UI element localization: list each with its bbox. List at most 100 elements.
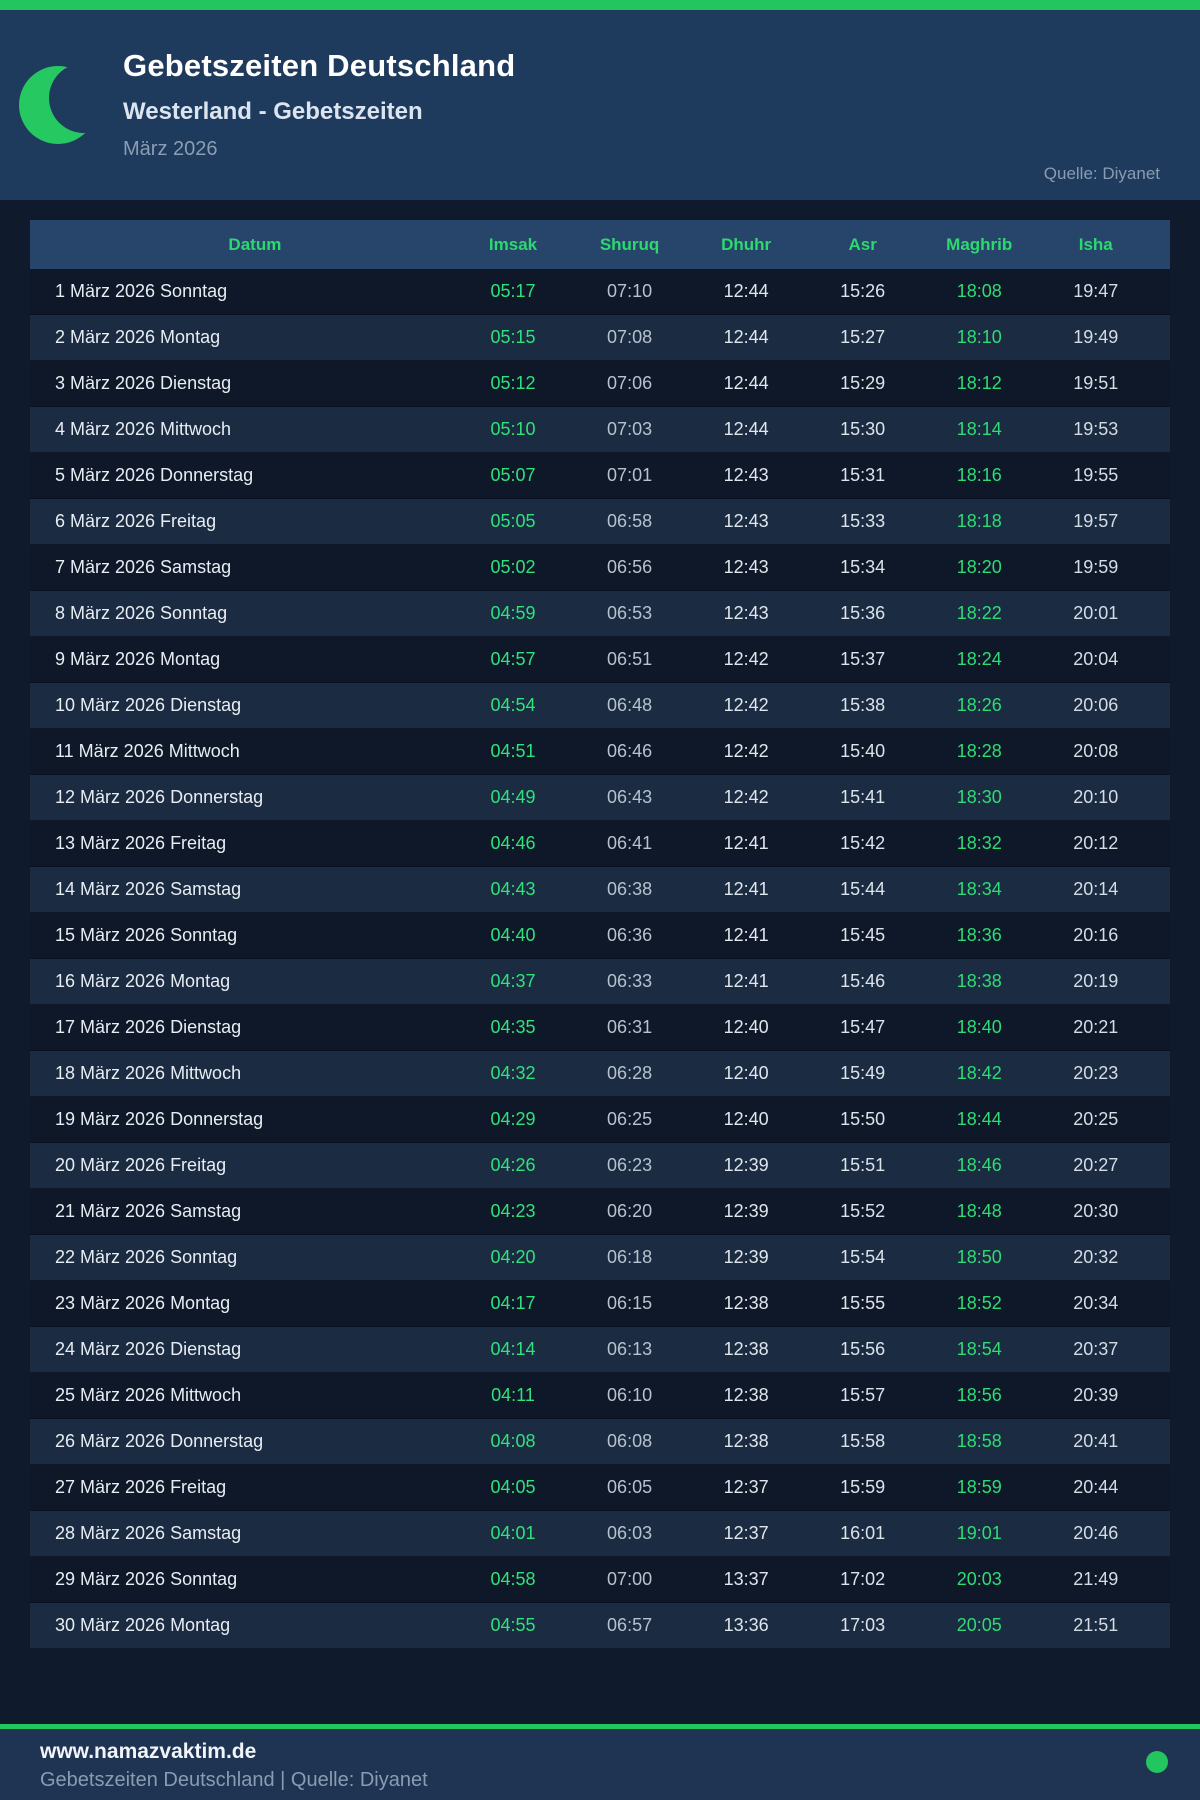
time-cell: 06:43: [607, 787, 653, 807]
time-cell: 18:08: [956, 281, 1002, 301]
time-cell: 15:59: [840, 1477, 886, 1497]
time-cell: 12:40: [723, 1063, 769, 1083]
time-cell: 15:27: [840, 327, 886, 347]
time-cell: 15:26: [840, 281, 886, 301]
time-cell: 06:57: [607, 1615, 653, 1635]
date-cell: 19 März 2026 Donnerstag: [55, 1109, 264, 1129]
website-link[interactable]: www.namazvaktim.de: [40, 1740, 257, 1763]
date-cell: 9 März 2026 Montag: [55, 649, 221, 669]
time-cell: 20:32: [1073, 1247, 1119, 1267]
time-cell: 15:46: [840, 971, 886, 991]
time-cell: 20:39: [1073, 1385, 1119, 1405]
date-cell: 11 März 2026 Mittwoch: [55, 741, 240, 761]
time-cell: 18:42: [956, 1063, 1002, 1083]
date-cell: 6 März 2026 Freitag: [55, 511, 217, 531]
time-cell: 15:57: [840, 1385, 886, 1405]
time-cell: 15:37: [840, 649, 886, 669]
time-cell: 04:20: [490, 1247, 536, 1267]
time-cell: 05:12: [490, 373, 536, 393]
column-header-datum: Datum: [228, 234, 282, 254]
table-row: 28 März 2026 Samstag 04:01 06:03 12:37 16:01…: [30, 1511, 1170, 1557]
time-cell: 06:18: [607, 1247, 653, 1267]
table-row: 3 März 2026 Dienstag 05:12 07:06 12:44 15:29…: [30, 361, 1170, 407]
time-cell: 18:36: [956, 925, 1002, 945]
date-cell: 16 März 2026 Montag: [55, 971, 231, 991]
time-cell: 12:38: [723, 1385, 769, 1405]
time-cell: 04:46: [490, 833, 536, 853]
time-cell: 06:15: [607, 1293, 653, 1313]
column-header-imsak: Imsak: [488, 234, 538, 254]
time-cell: 18:52: [956, 1293, 1002, 1313]
time-cell: 06:03: [607, 1523, 653, 1543]
time-cell: 18:40: [956, 1017, 1002, 1037]
green-dot-icon: [1146, 1751, 1168, 1773]
time-cell: 20:03: [956, 1569, 1002, 1589]
time-cell: 04:59: [490, 603, 536, 623]
table-row: 6 März 2026 Freitag 05:05 06:58 12:43 15:33 1…: [30, 499, 1170, 545]
time-cell: 12:39: [723, 1155, 769, 1175]
time-cell: 04:01: [490, 1523, 536, 1543]
time-cell: 15:33: [840, 511, 886, 531]
time-cell: 19:47: [1073, 281, 1119, 301]
time-cell: 04:40: [490, 925, 536, 945]
page-subtitle: Westerland - Gebetszeiten: [123, 98, 423, 125]
time-cell: 20:25: [1073, 1109, 1119, 1129]
time-cell: 04:57: [490, 649, 536, 669]
time-cell: 15:55: [840, 1293, 886, 1313]
date-cell: 21 März 2026 Samstag: [55, 1201, 242, 1221]
time-cell: 15:56: [840, 1339, 886, 1359]
time-cell: 12:38: [723, 1431, 769, 1451]
time-cell: 15:58: [840, 1431, 886, 1451]
table-row: 1 März 2026 Sonntag 05:17 07:10 12:44 15:26 1…: [30, 269, 1170, 315]
source-label: Quelle: Diyanet: [1043, 164, 1160, 183]
time-cell: 12:41: [723, 879, 769, 899]
date-cell: 25 März 2026 Mittwoch: [55, 1385, 242, 1405]
time-cell: 06:25: [607, 1109, 653, 1129]
date-cell: 5 März 2026 Donnerstag: [55, 465, 254, 485]
table-row: 21 März 2026 Samstag 04:23 06:20 12:39 15:52…: [30, 1189, 1170, 1235]
time-cell: 18:18: [956, 511, 1002, 531]
time-cell: 18:38: [956, 971, 1002, 991]
time-cell: 05:15: [490, 327, 536, 347]
time-cell: 12:42: [723, 695, 769, 715]
time-cell: 04:54: [490, 695, 536, 715]
time-cell: 19:49: [1073, 327, 1119, 347]
time-cell: 20:34: [1073, 1293, 1119, 1313]
time-cell: 20:23: [1073, 1063, 1119, 1083]
time-cell: 18:12: [956, 373, 1002, 393]
time-cell: 06:38: [607, 879, 653, 899]
time-cell: 15:52: [840, 1201, 886, 1221]
time-cell: 15:42: [840, 833, 886, 853]
date-cell: 23 März 2026 Montag: [55, 1293, 231, 1313]
column-header-asr: Asr: [848, 234, 877, 254]
time-cell: 04:17: [490, 1293, 536, 1313]
time-cell: 12:43: [723, 603, 769, 623]
time-cell: 12:42: [723, 787, 769, 807]
table-row: 27 März 2026 Freitag 04:05 06:05 12:37 15:59…: [30, 1465, 1170, 1511]
time-cell: 15:50: [840, 1109, 886, 1129]
table-row: 20 März 2026 Freitag 04:26 06:23 12:39 15:51…: [30, 1143, 1170, 1189]
time-cell: 18:44: [956, 1109, 1002, 1129]
time-cell: 12:41: [723, 925, 769, 945]
time-cell: 18:48: [956, 1201, 1002, 1221]
time-cell: 18:30: [956, 787, 1002, 807]
time-cell: 04:08: [490, 1431, 536, 1451]
column-header-isha: Isha: [1078, 234, 1113, 254]
time-cell: 18:10: [956, 327, 1002, 347]
time-cell: 18:26: [956, 695, 1002, 715]
date-cell: 14 März 2026 Samstag: [55, 879, 242, 899]
table-row: 18 März 2026 Mittwoch 04:32 06:28 12:40 15:4…: [30, 1051, 1170, 1097]
time-cell: 19:01: [956, 1523, 1002, 1543]
time-cell: 18:46: [956, 1155, 1002, 1175]
date-cell: 4 März 2026 Mittwoch: [55, 419, 232, 439]
table-row: 10 März 2026 Dienstag 04:54 06:48 12:42 15:3…: [30, 683, 1170, 729]
time-cell: 05:02: [490, 557, 536, 577]
date-cell: 15 März 2026 Sonntag: [55, 925, 238, 945]
time-cell: 20:46: [1073, 1523, 1119, 1543]
table-row: 22 März 2026 Sonntag 04:20 06:18 12:39 15:54…: [30, 1235, 1170, 1281]
table-row: 8 März 2026 Sonntag 04:59 06:53 12:43 15:36 1…: [30, 591, 1170, 637]
table-row: 5 März 2026 Donnerstag 05:07 07:01 12:43 15:…: [30, 453, 1170, 499]
table-row: 30 März 2026 Montag 04:55 06:57 13:36 17:03 2…: [30, 1603, 1170, 1649]
time-cell: 20:27: [1073, 1155, 1119, 1175]
time-cell: 05:05: [490, 511, 536, 531]
